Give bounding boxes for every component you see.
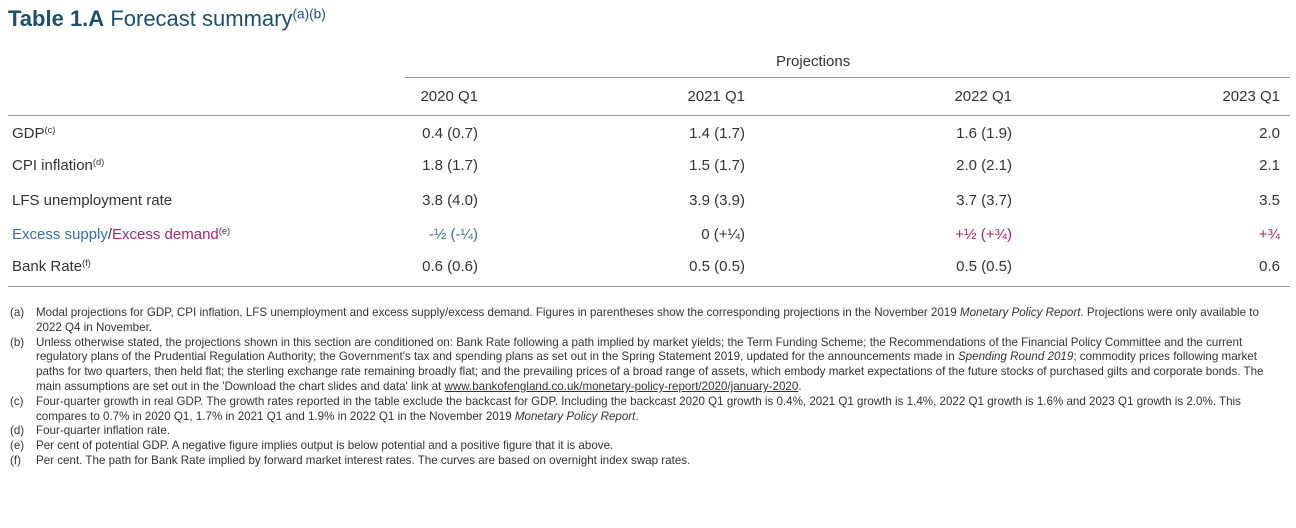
cell: +¾ — [1258, 226, 1280, 243]
column-header: 2022 Q1 — [954, 88, 1012, 105]
column-header: 2023 Q1 — [1222, 88, 1280, 105]
footnote-text: Per cent of potential GDP. A negative fi… — [36, 439, 1286, 454]
footnote-segment: Modal projections for GDP, CPI inflation… — [36, 306, 960, 319]
cell: 0 (+¼) — [701, 226, 745, 243]
footnote-text: Per cent. The path for Bank Rate implied… — [36, 454, 1286, 469]
cell: 0.5 (0.5) — [956, 258, 1012, 275]
footnote: (e) Per cent of potential GDP. A negative… — [10, 439, 1286, 454]
cell: 1.6 (1.9) — [956, 125, 1012, 142]
row-label: Bank Rate(f) — [12, 258, 91, 275]
footnote-segment: . — [798, 379, 802, 393]
footnote-mark: (e) — [10, 439, 25, 453]
row-label: LFS unemployment rate — [12, 192, 172, 209]
footnote-segment: Unless otherwise stated, the projections… — [36, 335, 1243, 364]
title-text: Forecast summary — [110, 6, 293, 31]
footnote: (f) Per cent. The path for Bank Rate impl… — [10, 454, 1286, 469]
cell: 0.5 (0.5) — [689, 258, 745, 275]
cell: 1.4 (1.7) — [689, 125, 745, 142]
cell: -½ (-¼) — [428, 226, 478, 243]
footnote: (b) Unless otherwise stated, the projecti… — [10, 336, 1286, 395]
footnote-text: Four-quarter inflation rate. — [36, 424, 1286, 439]
footnote: (c) Four-quarter growth in real GDP. The … — [10, 395, 1286, 425]
footnote-text: Four-quarter growth in real GDP. The gro… — [36, 395, 1286, 425]
cell: 1.5 (1.7) — [689, 157, 745, 174]
row-label-part: LFS unemployment rate — [12, 192, 173, 209]
cell: 1.8 (1.7) — [422, 157, 478, 174]
row-label-part: Excess demand — [112, 226, 219, 243]
cell: 3.7 (3.7) — [956, 192, 1012, 209]
footnote-mark: (d) — [10, 424, 25, 438]
footnote-segment: Four-quarter inflation rate. — [36, 424, 171, 438]
cell: 3.5 — [1259, 192, 1280, 209]
cell: 3.9 (3.9) — [689, 192, 745, 209]
footnote-italic: Monetary Policy Report — [514, 409, 636, 423]
column-header: 2020 Q1 — [420, 88, 478, 105]
row-label-part: CPI inflation — [12, 157, 93, 174]
column-header: 2021 Q1 — [687, 88, 745, 105]
cell: 2.1 — [1259, 157, 1280, 174]
footnote-segment: Four-quarter growth in real GDP. The gro… — [36, 394, 1241, 423]
footnote-segment: Per cent of potential GDP. A negative fi… — [36, 439, 614, 453]
row-label-part: GDP — [12, 125, 45, 142]
cell: 3.8 (4.0) — [422, 192, 478, 209]
title-note: (a)(b) — [292, 6, 326, 22]
rule — [405, 77, 1290, 78]
footnote-segment: . Projections were only available to 202… — [36, 306, 1259, 334]
footnotes: (a) Modal projections for GDP, CPI inflat… — [10, 306, 1286, 469]
cell: 0.4 (0.7) — [422, 125, 478, 142]
row-label: CPI inflation(d) — [12, 157, 104, 174]
footnote: (d) Four-quarter inflation rate. — [10, 424, 1286, 439]
footnote-link[interactable]: www.bankofengland.co.uk/monetary-policy-… — [444, 379, 799, 393]
cell: 0.6 — [1259, 258, 1280, 275]
row-note: (d) — [92, 156, 105, 167]
group-header: Projections — [776, 53, 851, 70]
cell: 2.0 — [1259, 125, 1280, 142]
row-label-part: Excess supply — [12, 226, 108, 243]
footnote-text: Modal projections for GDP, CPI inflation… — [36, 306, 1286, 336]
rule — [8, 286, 1290, 287]
footnote-italic: Monetary Policy Report — [959, 306, 1081, 319]
row-label: GDP(c) — [12, 125, 55, 142]
title: Table 1.A Forecast summary(a)(b) — [8, 6, 326, 32]
row-label-part: Bank Rate — [12, 258, 83, 275]
footnote-segment: Per cent. The path for Bank Rate implied… — [36, 453, 691, 467]
rule — [8, 115, 1290, 116]
row-note: (c) — [44, 124, 56, 135]
footnote-mark: (b) — [10, 335, 25, 349]
footnote-segment: ; commodity prices following market path… — [36, 350, 1264, 393]
footnote-segment: . — [635, 409, 639, 423]
cell: +½ (+¾) — [955, 226, 1012, 243]
cell: 0.6 (0.6) — [422, 258, 478, 275]
row-label: Excess supply/Excess demand(e) — [12, 226, 230, 243]
row-note: (e) — [218, 225, 231, 236]
footnote-text: Unless otherwise stated, the projections… — [36, 336, 1286, 395]
row-note: (f) — [82, 257, 91, 268]
footnote: (a) Modal projections for GDP, CPI inflat… — [10, 306, 1286, 336]
footnote-mark: (f) — [10, 453, 21, 467]
footnote-italic: Spending Round 2019 — [957, 350, 1074, 364]
footnote-mark: (c) — [10, 394, 24, 408]
footnote-mark: (a) — [10, 306, 25, 319]
row-label-part: / — [107, 226, 113, 243]
cell: 2.0 (2.1) — [956, 157, 1012, 174]
title-label: Table 1.A — [8, 6, 105, 31]
